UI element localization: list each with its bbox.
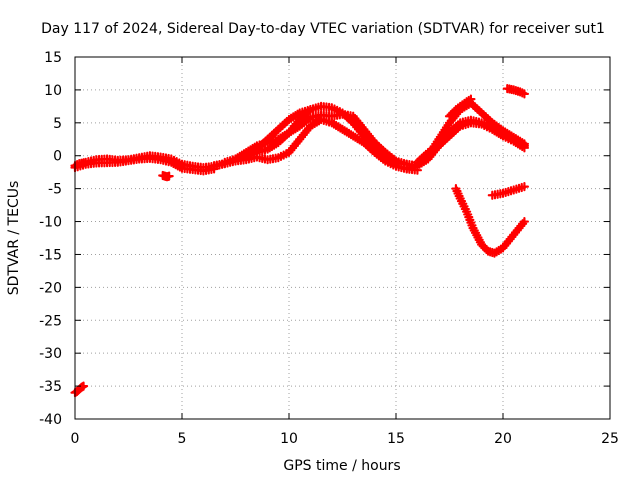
series-track-outlier [70, 381, 89, 398]
y-tick-label: 5 [53, 116, 62, 132]
x-axis-label: GPS time / hours [283, 458, 400, 474]
data-point [519, 182, 529, 192]
plot-frame [74, 56, 611, 420]
series-track-late-c [412, 118, 529, 167]
series-track-rise-b [209, 114, 422, 175]
y-tick-label: -40 [39, 412, 62, 428]
y-axis-label: SDTVAR / TECUs [6, 181, 22, 296]
data-point [519, 216, 529, 227]
data-point [78, 381, 89, 391]
data-layer [70, 83, 529, 398]
x-tick-label: 15 [387, 431, 405, 447]
y-tick-label: -15 [39, 247, 62, 263]
x-tick-label: 20 [494, 431, 512, 447]
x-tick-label: 0 [71, 431, 80, 447]
data-point [519, 143, 529, 153]
chart-title: Day 117 of 2024, Sidereal Day-to-day VTE… [41, 21, 605, 37]
data-point [466, 94, 476, 104]
y-tick-label: -10 [39, 215, 62, 231]
data-point [164, 171, 174, 181]
series-track-late-short [444, 94, 476, 121]
y-tick-label: -5 [48, 182, 62, 198]
tick-layer: 0 5 10 15 20 25 15 10 5 0 -5 -10 -15 -20 -25 -30 -35 -40 [39, 50, 619, 447]
x-tick-label: 25 [601, 431, 619, 447]
data-point [305, 105, 315, 115]
data-point [519, 89, 529, 99]
y-tick-label: 0 [53, 149, 62, 165]
x-tick-label: 10 [280, 431, 298, 447]
series-track-right-top [502, 83, 529, 99]
series-track-rise-d [241, 105, 315, 161]
series-track-dip-short [158, 170, 174, 182]
y-tick-label: -30 [39, 346, 62, 362]
series-track-v-curve [451, 184, 529, 258]
series-track-neg-6 [487, 182, 529, 200]
x-tick-label: 5 [178, 431, 187, 447]
y-tick-label: 15 [44, 50, 62, 66]
y-tick-label: -20 [39, 280, 62, 296]
y-tick-label: -25 [39, 313, 62, 329]
y-tick-label: -35 [39, 379, 62, 395]
y-tick-label: 10 [44, 83, 62, 99]
